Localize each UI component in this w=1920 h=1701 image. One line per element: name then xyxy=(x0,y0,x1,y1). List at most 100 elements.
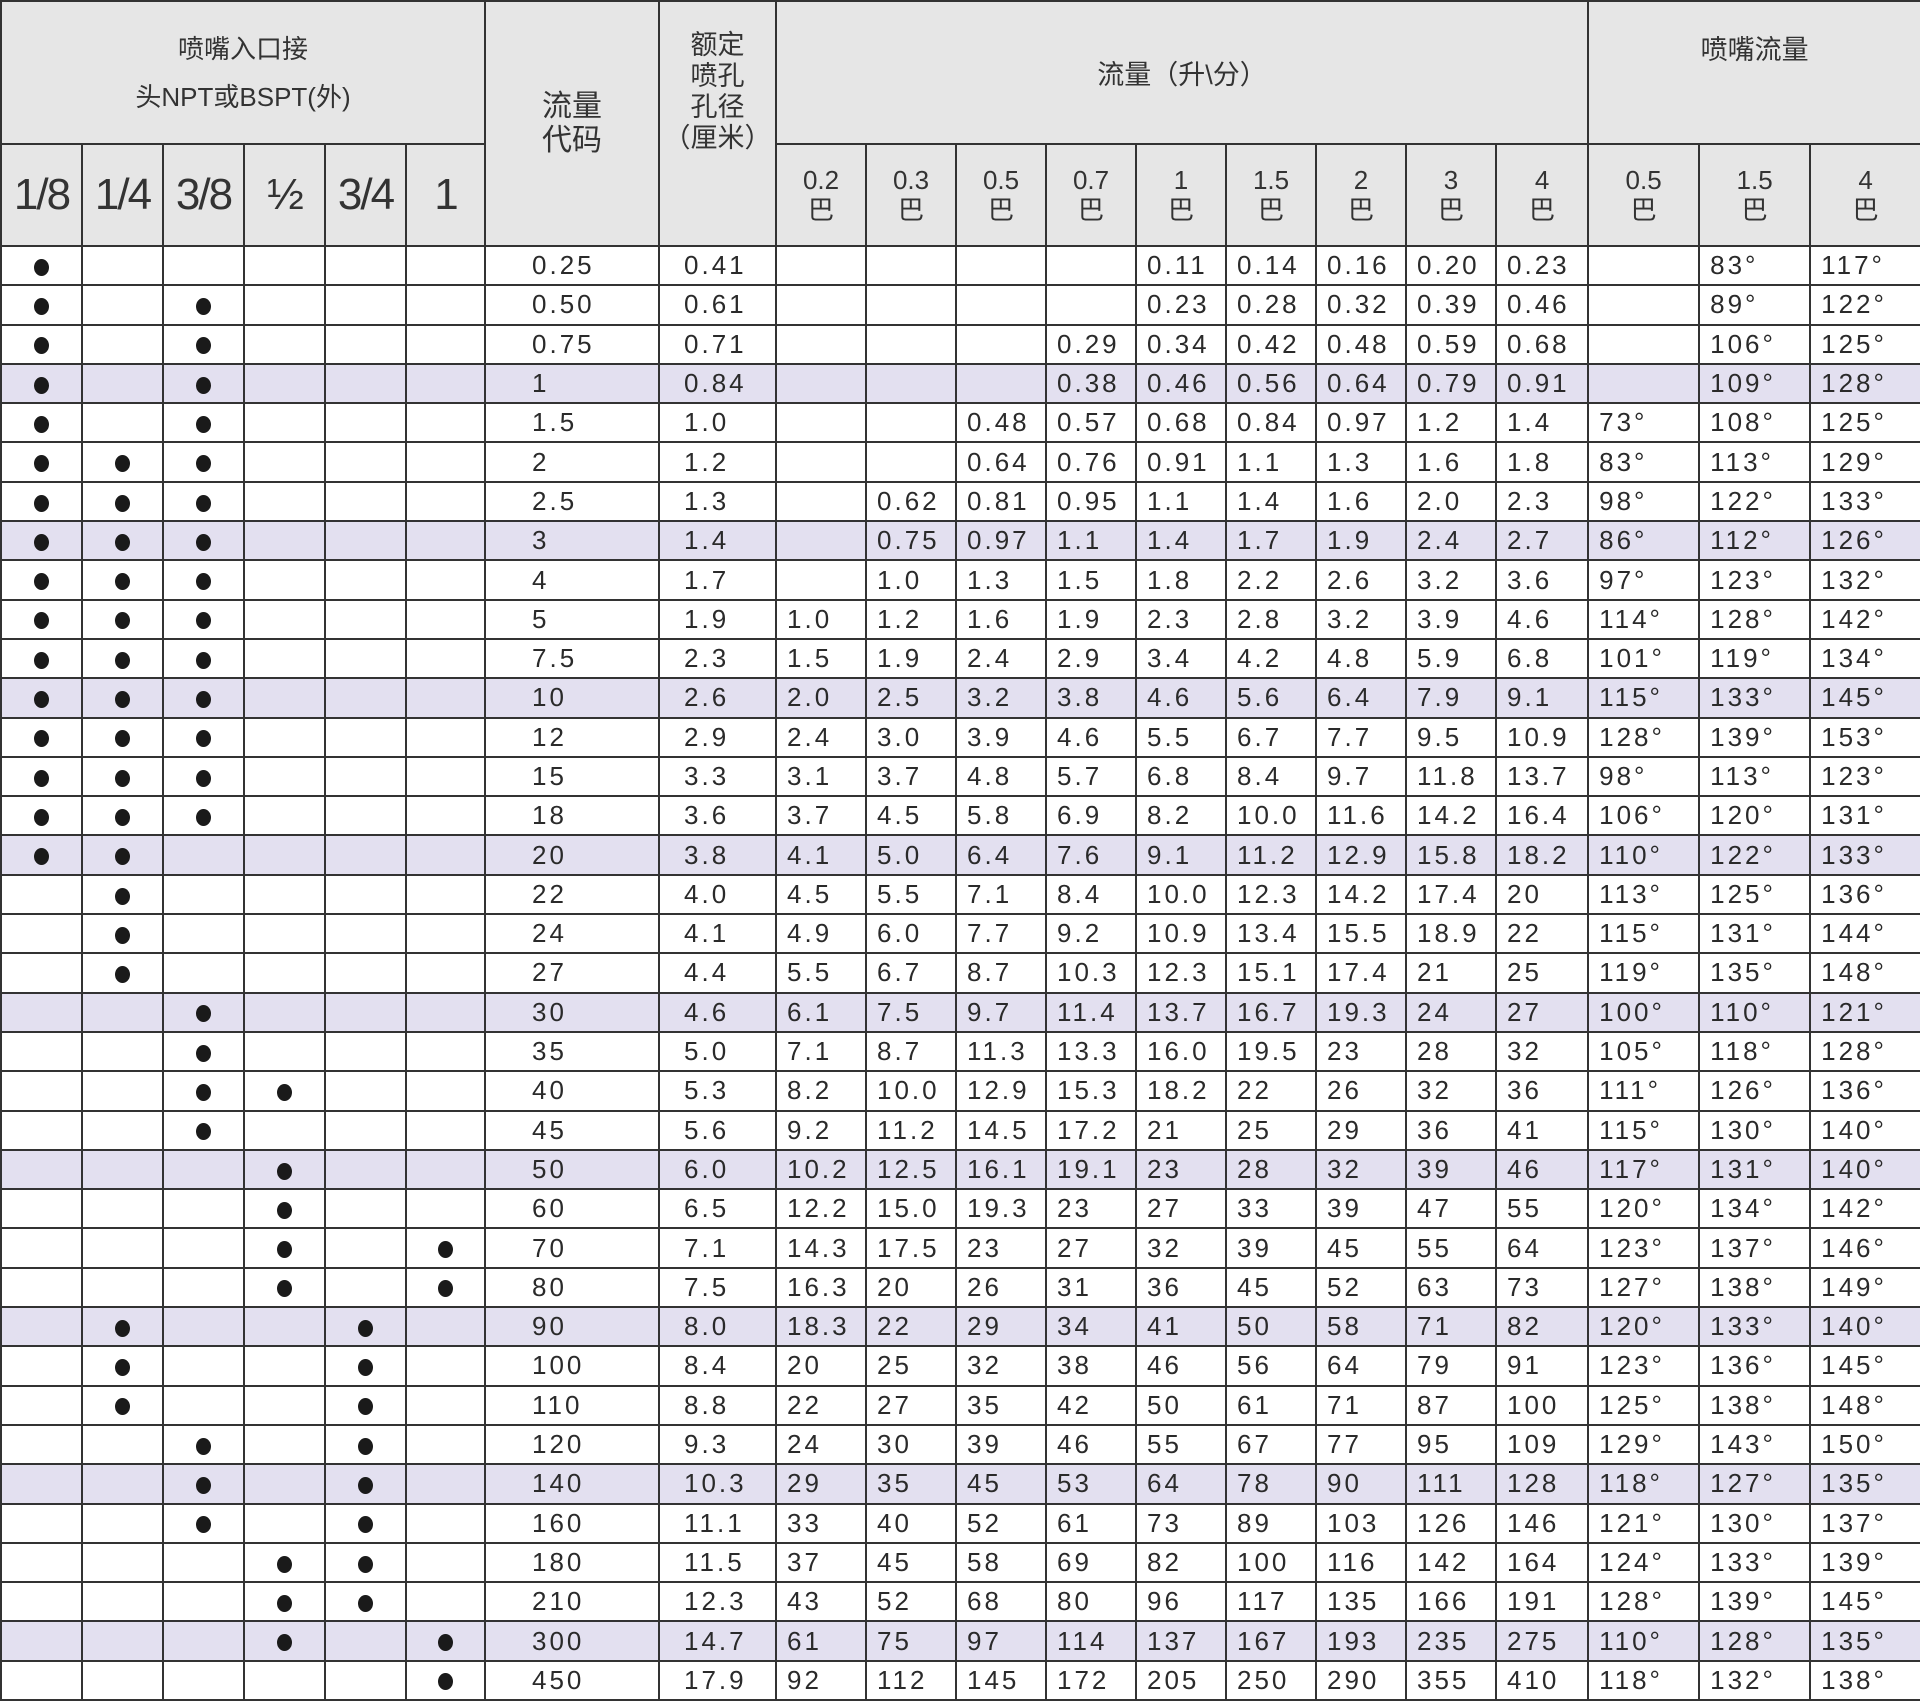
flow-cell: 2.9 xyxy=(1045,637,1138,680)
size-cell xyxy=(0,1659,83,1701)
flow-cell: 64 xyxy=(1135,1463,1228,1505)
size-cell xyxy=(0,1345,83,1387)
table-row: 40 5.3 8.2 10.0 12.9 15.3 18.2 22 26 32 36 111° 126°… xyxy=(0,1070,1920,1112)
flow-cell: 2.4 xyxy=(775,716,868,758)
available-dot-icon xyxy=(196,337,211,355)
flow-cell: 7.5 xyxy=(865,991,958,1033)
flow-code-cell: 15 xyxy=(484,755,661,798)
flow-cell: 73 xyxy=(1495,1266,1590,1309)
flow-code-cell: 100 xyxy=(484,1345,661,1387)
pressure-value: 0.2 xyxy=(802,165,840,195)
orifice-header-line: 喷孔 xyxy=(690,61,745,91)
orifice-cell: 10.3 xyxy=(658,1463,778,1505)
table-row: 27 4.4 5.5 6.7 8.7 10.3 12.3 15.1 17.4 21 25 119° 13… xyxy=(0,952,1920,994)
angle-cell: 150° xyxy=(1809,1423,1920,1466)
angle-cell: 139° xyxy=(1809,1541,1920,1584)
flow-cell: 4.8 xyxy=(955,755,1048,798)
flow-cell: 22 xyxy=(1495,913,1590,955)
orifice-cell: 8.4 xyxy=(658,1345,778,1387)
orifice-cell: 1.9 xyxy=(658,598,778,640)
size-cell xyxy=(81,1227,164,1269)
flow-cell: 14.3 xyxy=(775,1227,868,1269)
size-cell xyxy=(404,1620,487,1662)
available-dot-icon xyxy=(277,1555,292,1573)
angle-cell: 145° xyxy=(1809,1581,1920,1623)
flow-cell: 0.48 xyxy=(955,402,1048,444)
flow-cell: 97 xyxy=(955,1620,1048,1662)
size-cell xyxy=(324,913,407,955)
flow-cell: 100 xyxy=(1225,1541,1318,1584)
flow-cell: 6.4 xyxy=(1315,677,1408,719)
table-row: 180 11.5 37 45 58 69 82 100 116 142 164 124° 133° 139… xyxy=(0,1541,1920,1584)
flow-pressure-header: 0.5 巴 xyxy=(955,143,1048,247)
orifice-cell: 6.5 xyxy=(658,1188,778,1230)
flow-cell: 2.0 xyxy=(1405,480,1498,523)
angle-cell: 128° xyxy=(1587,716,1701,758)
flow-cell: 1.1 xyxy=(1045,520,1138,562)
flow-cell: 1.5 xyxy=(775,637,868,680)
size-cell xyxy=(404,1423,487,1466)
flow-cell: 2.0 xyxy=(775,677,868,719)
available-dot-icon xyxy=(196,1476,211,1494)
flow-cell: 290 xyxy=(1315,1659,1408,1701)
flow-cell: 11.6 xyxy=(1315,795,1408,837)
flow-cell: 0.68 xyxy=(1495,323,1590,365)
size-cell xyxy=(404,952,487,994)
flow-cell: 0.16 xyxy=(1315,244,1408,287)
flow-cell xyxy=(775,441,868,483)
size-cell xyxy=(81,1581,164,1623)
size-cell xyxy=(324,795,407,837)
size-cell xyxy=(81,480,164,523)
angle-cell: 153° xyxy=(1809,716,1920,758)
flow-cell: 30 xyxy=(865,1423,958,1466)
table-row: 0.25 0.41 0.11 0.14 0.16 0.20 0.23 83° 117° xyxy=(0,244,1920,287)
size-cell xyxy=(0,284,83,326)
size-cell xyxy=(162,873,245,916)
available-dot-icon xyxy=(115,691,130,709)
flow-cell: 46 xyxy=(1045,1423,1138,1466)
flow-code-header-line1: 流量 xyxy=(542,89,603,123)
size-cell xyxy=(324,1620,407,1662)
size-cell xyxy=(324,1109,407,1151)
size-cell xyxy=(404,873,487,916)
flow-cell: 21 xyxy=(1405,952,1498,994)
flow-cell: 275 xyxy=(1495,1620,1590,1662)
flow-cell: 1.9 xyxy=(1045,598,1138,640)
flow-cell: 29 xyxy=(1315,1109,1408,1151)
size-cell xyxy=(162,1070,245,1112)
flow-code-cell: 210 xyxy=(484,1581,661,1623)
size-cell xyxy=(243,1502,326,1544)
angle-cell: 89° xyxy=(1698,284,1812,326)
inlet-header-line1: 喷嘴入口接 xyxy=(178,33,309,64)
size-cell xyxy=(324,1541,407,1584)
flow-cell: 61 xyxy=(775,1620,868,1662)
size-cell xyxy=(324,873,407,916)
size-cell xyxy=(81,716,164,758)
size-cell xyxy=(243,1463,326,1505)
available-dot-icon xyxy=(196,1437,211,1455)
angle-cell: 133° xyxy=(1698,1541,1812,1584)
flow-cell: 11.8 xyxy=(1405,755,1498,798)
inlet-header: 喷嘴入口接 头NPT或BSPT(外) xyxy=(0,0,487,145)
flow-cell: 89 xyxy=(1225,1502,1318,1544)
flow-cell: 4.8 xyxy=(1315,637,1408,680)
flow-cell: 20 xyxy=(865,1266,958,1309)
angle-cell: 129° xyxy=(1809,441,1920,483)
flow-cell: 27 xyxy=(1495,991,1590,1033)
flow-code-cell: 1 xyxy=(484,362,661,405)
size-cell xyxy=(243,1659,326,1701)
flow-cell: 56 xyxy=(1225,1345,1318,1387)
size-cell xyxy=(324,952,407,994)
flow-cell: 39 xyxy=(955,1423,1048,1466)
flow-cell: 67 xyxy=(1225,1423,1318,1466)
angle-cell: 100° xyxy=(1587,991,1701,1033)
orifice-cell: 7.1 xyxy=(658,1227,778,1269)
available-dot-icon xyxy=(115,808,130,826)
table-row: 10 2.6 2.0 2.5 3.2 3.8 4.6 5.6 6.4 7.9 9.1 115° 133°… xyxy=(0,677,1920,719)
flow-cell: 35 xyxy=(955,1384,1048,1426)
size-cell xyxy=(404,559,487,601)
flow-cell: 9.2 xyxy=(775,1109,868,1151)
available-dot-icon xyxy=(277,1280,292,1298)
